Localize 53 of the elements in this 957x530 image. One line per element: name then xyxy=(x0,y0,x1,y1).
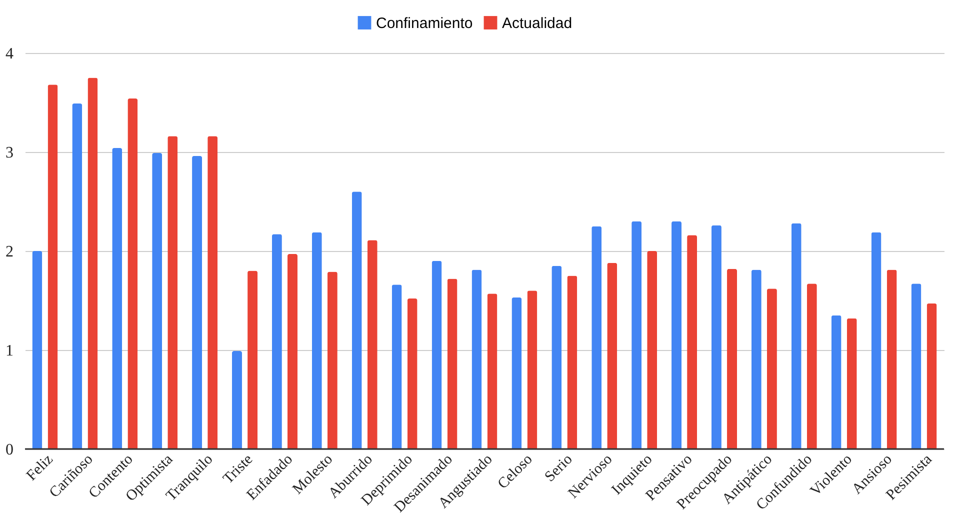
bar xyxy=(871,232,882,449)
bar xyxy=(727,268,738,449)
bar xyxy=(168,136,178,449)
bar xyxy=(911,284,922,449)
bar xyxy=(512,298,522,449)
bar xyxy=(527,290,538,449)
bar xyxy=(208,136,218,449)
bar xyxy=(447,278,458,449)
y-tick-label: 2 xyxy=(6,244,14,260)
bar xyxy=(567,276,578,449)
bar xyxy=(647,251,658,449)
bar xyxy=(327,272,338,449)
bar xyxy=(472,270,482,449)
bar xyxy=(806,284,817,449)
bar xyxy=(407,298,418,449)
bar xyxy=(766,288,777,449)
bar xyxy=(672,221,682,449)
y-tick-label: 0 xyxy=(6,442,14,458)
y-tick-label: 3 xyxy=(6,144,14,162)
legend-label: Confinamiento xyxy=(376,14,473,32)
bar xyxy=(48,84,58,449)
bar xyxy=(128,98,138,449)
bar xyxy=(272,234,282,449)
bar xyxy=(32,251,42,449)
bar xyxy=(886,270,897,449)
bar xyxy=(248,270,258,449)
bar xyxy=(632,221,642,449)
bar xyxy=(287,254,298,449)
bar xyxy=(152,152,162,449)
bar xyxy=(711,225,722,449)
bar xyxy=(432,260,442,449)
bar xyxy=(592,226,602,449)
bar xyxy=(552,266,562,449)
bar xyxy=(846,318,857,449)
bar xyxy=(72,103,82,449)
bar xyxy=(192,156,202,449)
bar xyxy=(607,262,618,449)
bar xyxy=(831,315,842,449)
bar xyxy=(751,270,762,449)
bar xyxy=(791,223,802,449)
y-tick-label: 4 xyxy=(6,46,14,62)
bar xyxy=(367,240,378,449)
bar xyxy=(88,78,98,449)
bar xyxy=(487,294,498,449)
bar xyxy=(926,303,937,449)
y-tick-label: 1 xyxy=(6,342,14,360)
legend-label: Actualidad xyxy=(502,14,572,32)
bar xyxy=(232,350,242,449)
bar xyxy=(352,192,362,449)
bar xyxy=(112,148,122,449)
bar xyxy=(312,232,322,449)
bar xyxy=(392,284,402,449)
bar xyxy=(687,235,698,449)
